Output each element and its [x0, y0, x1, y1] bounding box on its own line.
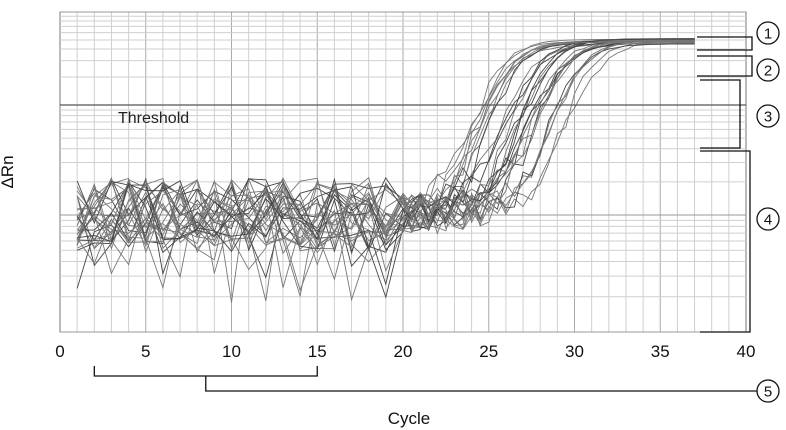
- callout-2: 2: [756, 58, 780, 82]
- callout-5-label: 5: [764, 384, 772, 401]
- callout-4-label: 4: [764, 212, 772, 229]
- amplification-curve: [76, 40, 695, 289]
- bracket-4: [700, 150, 751, 333]
- amplification-curve: [77, 38, 695, 253]
- amplification-curve: [76, 38, 695, 275]
- callout-3: 3: [756, 104, 780, 128]
- bracket-3: [700, 79, 741, 149]
- amplification-curve: [76, 39, 695, 251]
- y-axis-label: ΔRn: [0, 155, 17, 188]
- callout-3-label: 3: [764, 109, 772, 126]
- x-tick-label: 30: [565, 342, 584, 361]
- amplification-curve: [76, 40, 695, 254]
- bracket-1: [697, 36, 753, 51]
- x-tick-label: 15: [308, 342, 327, 361]
- callout-5-leader: [205, 376, 757, 392]
- amplification-curve: [77, 41, 695, 279]
- callout-1: 1: [756, 21, 780, 45]
- x-tick-label: 10: [222, 342, 241, 361]
- callout-4: 4: [756, 207, 780, 231]
- x-tick-label: 35: [651, 342, 670, 361]
- x-tick-label: 5: [141, 342, 150, 361]
- x-tick-label: 25: [479, 342, 498, 361]
- amplification-curves: [76, 37, 695, 303]
- x-tick-label: 40: [737, 342, 756, 361]
- vertical-gridlines: [76, 12, 730, 332]
- region-brackets: [697, 36, 753, 333]
- x-tick-label: 0: [55, 342, 64, 361]
- callout-1-label: 1: [764, 26, 772, 43]
- x-tick-label: 20: [394, 342, 413, 361]
- bracket-2: [697, 55, 753, 77]
- callout-2-label: 2: [764, 63, 772, 80]
- callout-5: 5: [756, 379, 780, 403]
- baseline-range-bracket: [93, 366, 318, 377]
- x-tick-labels: 0 5 10 15 20 25 30 35 40: [55, 342, 755, 361]
- baseline-bracket: [93, 366, 757, 392]
- x-axis-label: Cycle: [388, 409, 431, 428]
- threshold-label: Threshold: [118, 110, 189, 127]
